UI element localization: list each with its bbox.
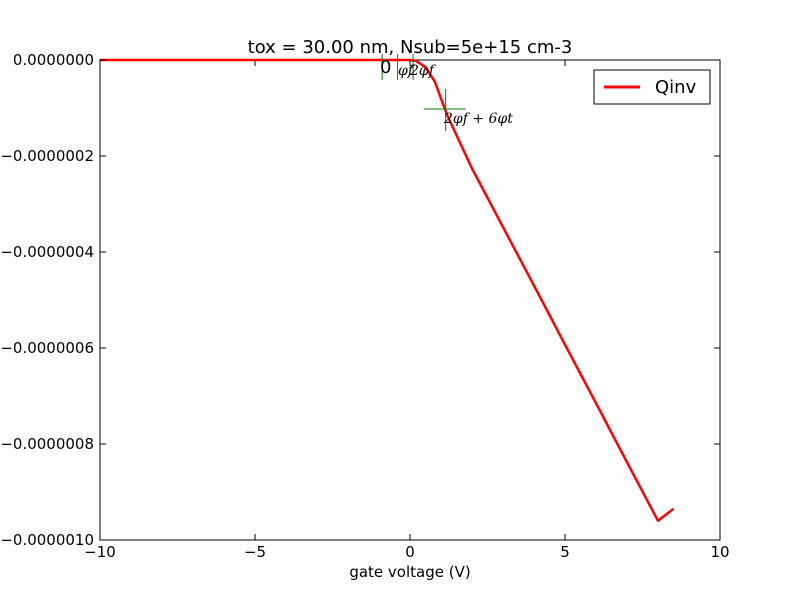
x-tick-label: 0	[405, 543, 415, 561]
annotation-label: 2φf + 6φt	[443, 111, 513, 127]
x-tick-label: 5	[560, 543, 570, 561]
plot-frame	[99, 59, 721, 541]
y-tick-label: −0.0000006	[0, 339, 94, 357]
legend-label-qinv: Qinv	[655, 77, 697, 98]
series-line-qinv	[100, 58, 675, 523]
legend: Qinv	[593, 69, 711, 105]
y-tick-label: 0.0000000	[13, 51, 94, 69]
y-tick-label: −0.0000008	[0, 435, 94, 453]
ticks-layer: −10 −5 0 5 10 0.0000000 −0.0000002 −0.0000004 −0…	[0, 51, 729, 561]
y-tick-label: −0.0000002	[0, 147, 94, 165]
y-tick-label: −0.0000010	[0, 531, 94, 549]
chart-title: tox = 30.00 nm, Nsub=5e+15 cm-3	[248, 37, 573, 58]
x-tick-label: 10	[710, 543, 729, 561]
annotation-label: 2φf	[409, 63, 437, 79]
x-tick-label: −10	[84, 543, 116, 561]
annotation-label: φf	[398, 63, 416, 79]
x-tick-label: −5	[244, 543, 266, 561]
y-tick-label: −0.0000004	[0, 243, 94, 261]
x-axis-label: gate voltage (V)	[349, 563, 470, 581]
annotation-label: 0	[380, 57, 391, 78]
lines-layer	[100, 58, 675, 523]
